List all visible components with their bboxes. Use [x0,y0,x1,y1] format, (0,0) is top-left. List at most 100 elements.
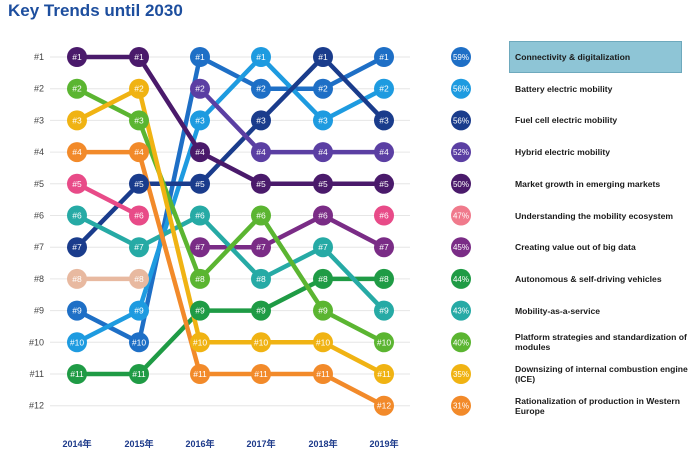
year-tick-label: 2017年 [246,438,275,449]
data-point-label: #9 [134,306,144,316]
series-line [258,213,326,250]
data-point-label: #4 [134,147,144,157]
percent-circle [451,205,471,226]
data-point [313,47,333,67]
data-point [129,268,149,289]
data-point [313,332,333,353]
data-point [190,268,210,289]
data-point-label: #12 [377,401,391,411]
series-line [320,54,387,123]
data-point-label: #11 [254,369,268,379]
data-point-label: #11 [132,369,146,379]
data-point-label: #2 [379,84,389,94]
data-point-label: #9 [195,306,205,316]
data-point-label: #2 [256,84,266,94]
data-point [190,364,210,384]
data-point [313,142,333,163]
percent-circle [451,332,471,353]
data-point [190,78,210,99]
series-line [74,86,142,123]
data-point-label: #9 [379,306,389,316]
data-point-label: #10 [132,337,146,347]
data-point-label: #9 [318,306,328,316]
percent-label: 52% [453,148,469,157]
rank-tick-label: #10 [29,337,44,347]
data-point-label: #5 [256,179,266,189]
percent-circle [451,142,471,163]
rank-tick-label: #4 [34,147,44,157]
trend-label: Connectivity & digitalization [515,52,631,62]
trend-label: Fuel cell electric mobility [515,115,618,126]
rank-tick-label: #2 [34,84,44,94]
percent-circle [451,110,471,131]
data-point [129,300,149,321]
data-point [251,47,271,67]
data-point-label: #4 [318,147,328,157]
data-point-label: #1 [72,52,82,62]
series-line [197,118,264,187]
data-point [251,364,271,384]
data-point-label: #3 [318,115,328,125]
data-point-label: #5 [195,179,205,189]
data-point-label: #8 [318,274,328,284]
data-point [251,110,271,131]
data-point-label: #2 [318,84,328,94]
data-point [190,142,210,163]
data-point [67,173,87,194]
data-point-label: #11 [316,369,330,379]
percent-circle [451,237,471,258]
rank-tick-label: #3 [34,115,44,125]
data-point-label: #4 [72,147,82,157]
data-point-label: #6 [318,211,328,221]
year-tick-label: 2019年 [369,438,398,449]
rank-tick-label: #12 [29,401,44,411]
data-point [251,78,271,99]
series-line [197,54,264,123]
data-point [313,173,333,194]
data-point [67,47,87,67]
rank-tick-label: #11 [30,369,44,379]
data-point [129,364,149,384]
data-point [67,78,87,99]
data-point-label: #6 [134,211,144,221]
series-line [320,54,387,91]
data-point-label: #7 [72,242,82,252]
data-point [190,47,210,67]
data-point-label: #5 [134,179,144,189]
rank-tick-label: #8 [34,274,44,284]
data-point [313,300,333,321]
series-line [197,54,264,91]
data-point [190,205,210,226]
percent-label: 31% [453,402,469,411]
series-line [74,181,142,250]
data-point-label: #5 [379,179,389,189]
data-point [67,237,87,258]
data-point-label: #7 [256,242,266,252]
data-point [374,395,394,416]
data-point-label: #11 [70,369,84,379]
data-point [67,300,87,321]
trend-label: Market growth in emerging markets [515,178,661,189]
data-point [129,237,149,258]
percent-label: 59% [453,53,469,62]
data-point [129,78,149,99]
data-point [374,110,394,131]
series-line [136,118,203,282]
series-line [74,213,142,250]
data-point-label: #10 [377,337,391,347]
data-point-label: #1 [134,52,144,62]
data-point-label: #10 [316,337,330,347]
percent-label: 40% [453,338,469,347]
data-point [67,110,87,131]
data-point-label: #4 [379,147,389,157]
series-line [258,276,326,313]
series-line [320,244,387,313]
series-line [320,308,387,345]
series-line [197,149,264,187]
trend-label: Understanding the mobility ecosystem [515,210,674,221]
data-point-label: #10 [254,337,268,347]
data-point-label: #8 [134,274,144,284]
data-point [251,237,271,258]
data-point [374,173,394,194]
